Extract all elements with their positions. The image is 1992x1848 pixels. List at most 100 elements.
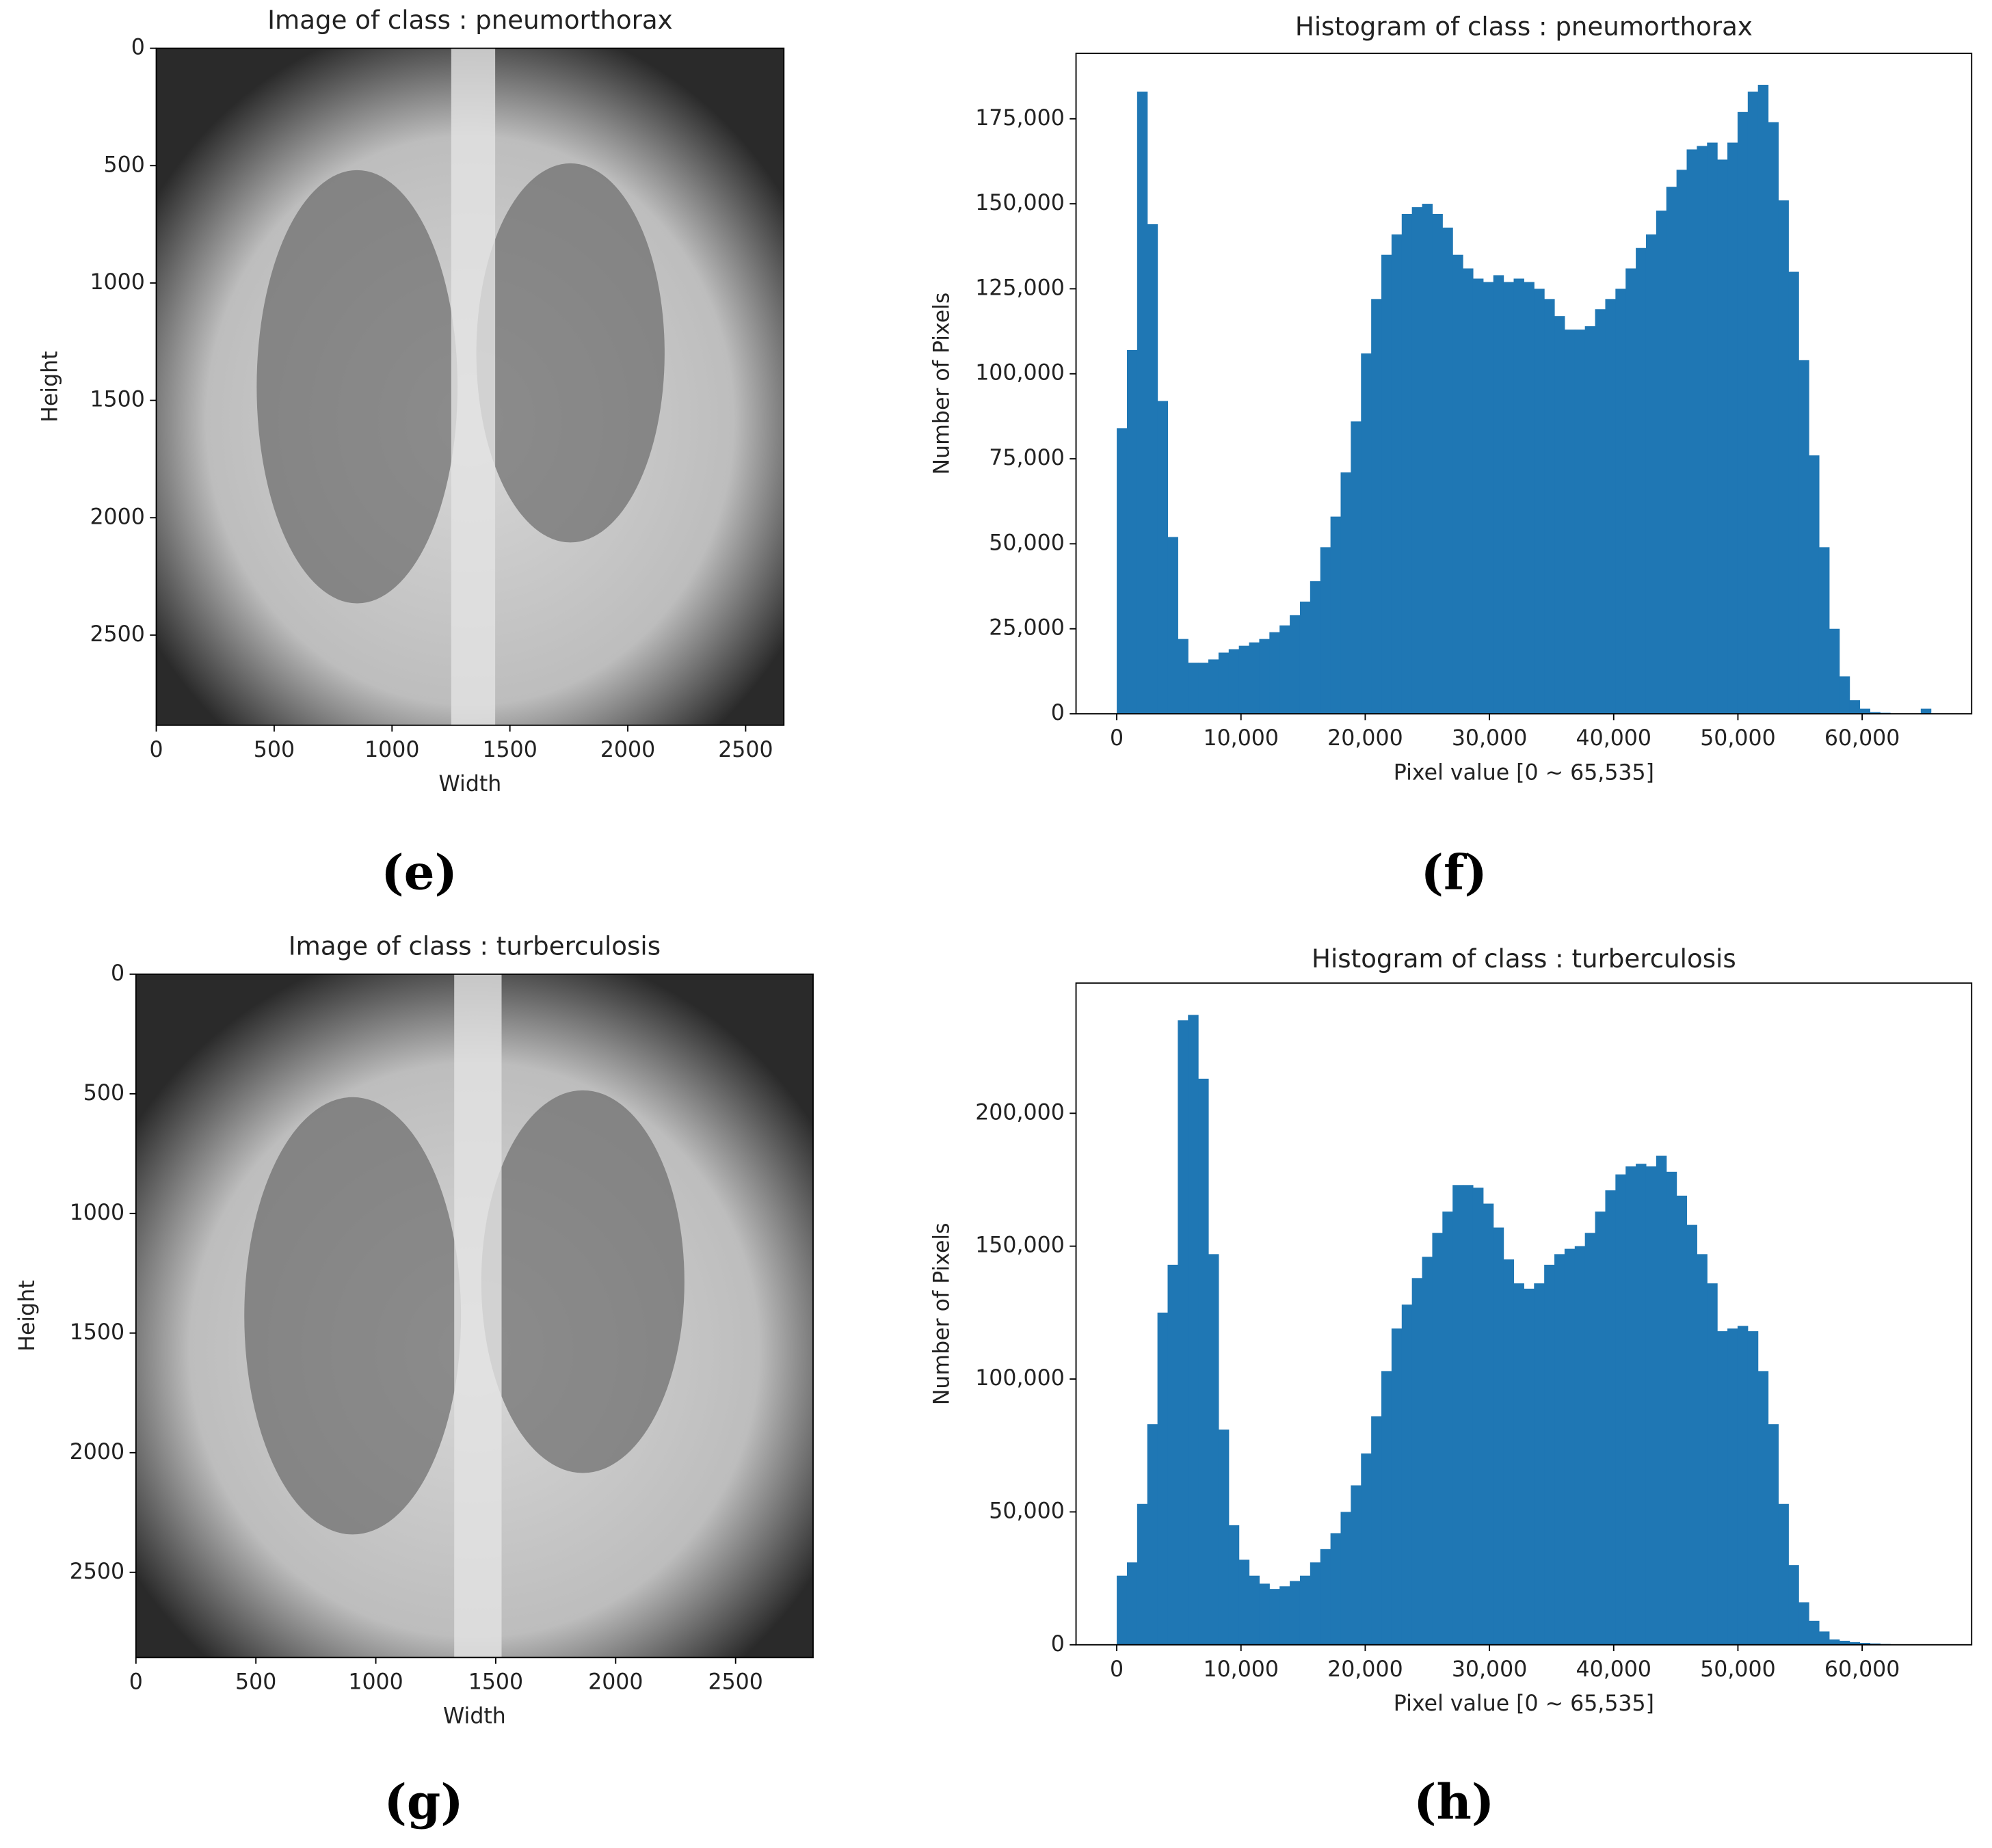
x-tick-label: 40,000 [1576, 1657, 1651, 1682]
y-tick-label: 125,000 [975, 276, 1065, 300]
bar [1259, 1583, 1270, 1645]
y-tick-label: 150,000 [975, 1233, 1065, 1258]
bar [1391, 234, 1403, 714]
bar [1788, 1565, 1799, 1645]
bar [1818, 547, 1830, 714]
bar [1849, 1642, 1861, 1645]
y-tick-label: 2500 [90, 622, 144, 647]
bar [1208, 659, 1219, 714]
bar [1707, 1283, 1718, 1645]
bar [1340, 472, 1351, 714]
bar [1686, 1224, 1697, 1645]
bar [1228, 1525, 1240, 1645]
bar [1778, 1503, 1789, 1645]
bar [1798, 1602, 1809, 1645]
y-tick-label: 1500 [70, 1320, 124, 1345]
bar [1839, 1640, 1850, 1645]
bar [1574, 330, 1586, 714]
y-tick-label: 0 [1051, 701, 1065, 725]
bar [1259, 639, 1270, 714]
y-tick-label: 2000 [70, 1440, 124, 1464]
axes-frame [1075, 53, 1973, 714]
y-axis-label: Number of Pixels [929, 293, 954, 475]
bar [1463, 268, 1474, 714]
bar [1737, 1326, 1749, 1645]
axes-frame [155, 47, 785, 726]
y-tick-label: 25,000 [989, 616, 1065, 641]
bar [1208, 1254, 1219, 1645]
bar [1747, 91, 1759, 714]
bar [1788, 271, 1799, 714]
bar [1493, 1227, 1504, 1645]
bar [1747, 1331, 1759, 1645]
bar [1483, 282, 1494, 714]
bar [1472, 278, 1484, 714]
bar [1157, 401, 1169, 714]
bar [1198, 1078, 1209, 1645]
bar [1595, 1211, 1606, 1645]
bar [1503, 1259, 1515, 1645]
chart-title: Image of class : pneumorthorax [267, 5, 673, 35]
bar [1422, 1257, 1433, 1645]
bar [1584, 326, 1596, 714]
bar [1870, 1643, 1881, 1645]
bar [1818, 1631, 1830, 1645]
lung [476, 163, 665, 543]
bar [1656, 1155, 1667, 1645]
x-tick-label: 500 [254, 738, 295, 762]
bar [1381, 254, 1392, 714]
y-tick-label: 1000 [70, 1201, 124, 1225]
bar [1564, 330, 1576, 714]
x-tick-label: 20,000 [1327, 1657, 1403, 1682]
y-tick-label: 0 [111, 961, 124, 986]
bar [1188, 662, 1199, 714]
bar [1147, 1424, 1158, 1645]
bar [1768, 1424, 1779, 1645]
x-axis-label: Pixel value [0 ~ 65,535] [1394, 1691, 1654, 1716]
bar [1625, 1166, 1636, 1645]
bar [1707, 142, 1718, 714]
y-tick-label: 175,000 [975, 106, 1065, 131]
bar [1503, 282, 1515, 714]
bar [1666, 187, 1677, 714]
bar [1686, 149, 1697, 714]
bar [1178, 639, 1188, 714]
y-tick-label: 500 [83, 1081, 124, 1106]
bar [1279, 625, 1290, 714]
x-tick-label: 1000 [348, 1670, 403, 1694]
bar [1463, 1185, 1474, 1645]
x-tick-label: 0 [1110, 1657, 1124, 1682]
bar [1422, 204, 1433, 714]
bar [1859, 1643, 1870, 1645]
bar [1371, 299, 1382, 714]
bar [1340, 1512, 1351, 1645]
bar [1238, 645, 1250, 714]
bar [1310, 1562, 1321, 1645]
bar [1645, 234, 1657, 714]
y-tick-label: 100,000 [975, 1366, 1065, 1391]
bar [1310, 581, 1321, 714]
bar [1391, 1328, 1403, 1645]
bar [1798, 360, 1809, 714]
y-tick-label: 2500 [70, 1559, 124, 1584]
x-tick-label: 50,000 [1700, 726, 1776, 751]
y-tick-label: 200,000 [975, 1100, 1065, 1125]
bar [1676, 170, 1688, 714]
bar [1697, 1254, 1708, 1645]
bar [1829, 628, 1840, 714]
y-tick-label: 0 [131, 36, 145, 60]
bar [1238, 1559, 1250, 1645]
spine [451, 48, 496, 725]
x-axis-label: Pixel value [0 ~ 65,535] [1394, 760, 1654, 785]
x-tick-label: 1500 [482, 738, 537, 762]
bar [1157, 1312, 1169, 1645]
bar [1361, 1453, 1372, 1645]
bar [1697, 146, 1708, 714]
bar [1554, 1254, 1565, 1645]
bar [1829, 1639, 1840, 1645]
bar [1290, 615, 1301, 714]
bar [1117, 428, 1128, 714]
bar [1472, 1188, 1484, 1645]
bar [1544, 299, 1555, 714]
